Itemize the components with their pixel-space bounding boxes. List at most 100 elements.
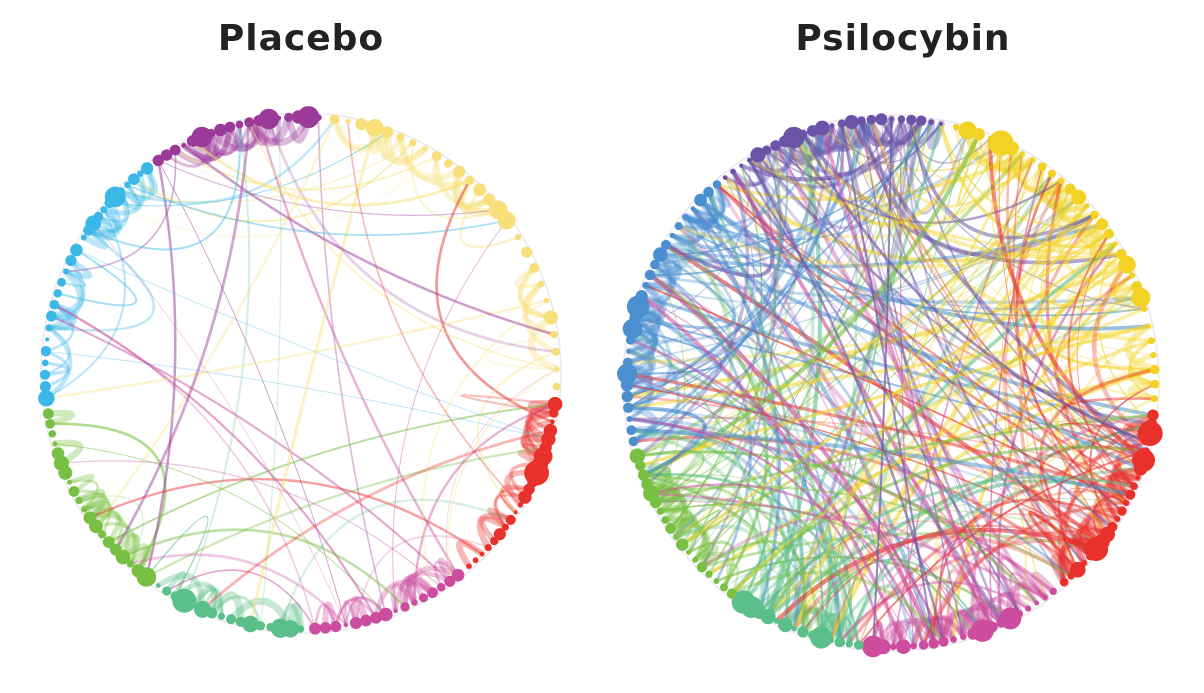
edge [731, 170, 994, 628]
node [484, 544, 492, 552]
node [1067, 572, 1075, 580]
edge [623, 336, 657, 389]
edge [487, 507, 513, 530]
node [621, 390, 633, 403]
edge [65, 150, 177, 273]
node [117, 187, 125, 195]
edge [493, 493, 527, 529]
node [549, 408, 559, 418]
node [242, 615, 259, 633]
node [49, 299, 60, 310]
edge [715, 183, 926, 646]
edge [478, 516, 509, 544]
node [45, 337, 50, 342]
node [42, 408, 54, 420]
nodes [38, 106, 563, 638]
node [315, 114, 322, 121]
edge [46, 313, 75, 331]
node [65, 255, 77, 267]
edge [920, 120, 1154, 356]
edge [849, 120, 1148, 453]
node [996, 618, 1007, 628]
edge [801, 133, 1149, 444]
node [276, 115, 282, 121]
node [244, 117, 255, 128]
edge [642, 241, 682, 289]
edge [625, 315, 658, 365]
node [53, 289, 62, 298]
edge [68, 479, 99, 511]
edge [435, 179, 553, 423]
node [156, 583, 161, 588]
edge [460, 394, 556, 415]
edge [82, 501, 112, 529]
node [661, 516, 670, 524]
node [170, 591, 181, 601]
edge [172, 127, 224, 166]
node [626, 416, 633, 422]
psilocybin-network-diagram [617, 113, 1163, 658]
edge [109, 155, 438, 238]
node [694, 193, 707, 207]
node [1019, 151, 1025, 157]
edge [1109, 467, 1143, 505]
node [160, 149, 173, 161]
edge [1009, 146, 1072, 196]
node [45, 324, 53, 332]
node [1113, 241, 1118, 247]
placebo-network-diagram [38, 106, 563, 638]
edge [694, 120, 922, 561]
edge [1019, 188, 1079, 571]
edge [730, 445, 1147, 595]
edge [157, 160, 347, 626]
node [669, 232, 675, 238]
edge [643, 473, 860, 646]
node [365, 118, 384, 137]
edge [1124, 322, 1159, 374]
node [799, 129, 808, 139]
edge [637, 450, 1038, 605]
node [131, 564, 145, 578]
edge [860, 120, 965, 638]
edge [108, 403, 556, 543]
node [297, 106, 320, 129]
node [194, 600, 211, 618]
placebo-title: Placebo [217, 18, 385, 59]
edge [94, 521, 137, 566]
node [152, 154, 164, 167]
node [661, 239, 671, 250]
edge [963, 126, 1026, 169]
node [730, 168, 736, 175]
node [896, 639, 911, 654]
edge [657, 508, 699, 555]
node [52, 441, 58, 447]
edge [700, 515, 1003, 624]
edge [675, 196, 1080, 538]
edge [350, 595, 370, 627]
node [436, 582, 446, 592]
node [343, 622, 349, 628]
edge [527, 313, 561, 373]
edge [334, 598, 378, 628]
node [423, 147, 427, 151]
node [958, 121, 977, 140]
edge [46, 299, 547, 400]
edge [155, 572, 206, 613]
edge [890, 118, 913, 210]
edge [642, 133, 981, 478]
edge [750, 566, 825, 638]
node [1146, 324, 1151, 329]
edge [630, 428, 764, 613]
edge [628, 405, 707, 477]
node [330, 621, 342, 633]
node [622, 357, 633, 368]
edge [279, 498, 512, 629]
node [309, 622, 322, 635]
node [453, 165, 466, 178]
edge [1057, 467, 1141, 583]
node [952, 123, 960, 131]
edge [643, 474, 841, 643]
edge [716, 183, 1135, 488]
edge [421, 299, 548, 593]
edge [393, 571, 452, 614]
